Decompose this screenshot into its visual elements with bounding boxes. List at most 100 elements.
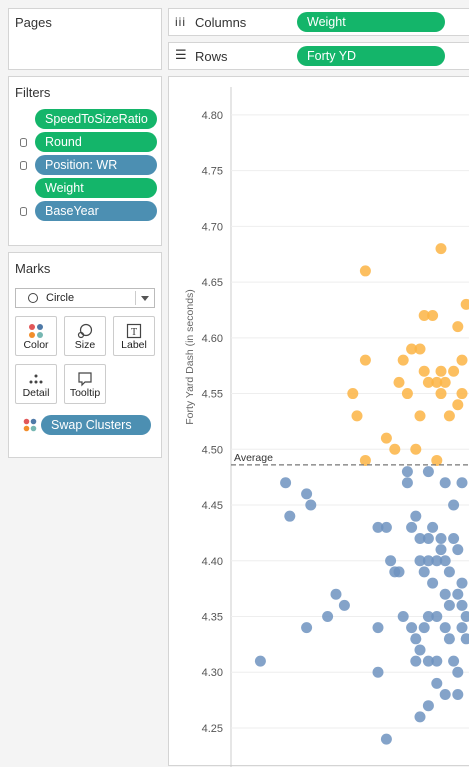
blue-cluster-point xyxy=(431,655,443,667)
filter-pill-weight[interactable]: Weight xyxy=(35,178,157,198)
blue-cluster-point xyxy=(452,666,464,678)
blue-cluster-point xyxy=(435,532,447,544)
chart-view: 4.80 4.75 4.70 4.65 4.60 4.55 4.50 4.45 4.40 4.35… xyxy=(168,76,469,767)
color-pill-swap-clusters[interactable]: Swap Clusters xyxy=(41,415,151,435)
color-button[interactable]: Color xyxy=(15,316,57,356)
orange-cluster-point xyxy=(414,410,426,422)
size-icon xyxy=(77,323,93,339)
mark-type-value: Circle xyxy=(46,292,75,304)
pages-title: Pages xyxy=(15,15,52,30)
color-button-label: Color xyxy=(23,339,49,351)
orange-cluster-point xyxy=(452,321,464,333)
filter-pill-position-wr[interactable]: Position: WR xyxy=(35,155,157,175)
size-button[interactable]: Size xyxy=(64,316,106,356)
database-icon xyxy=(20,207,27,216)
columns-icon: iii xyxy=(175,15,186,29)
blue-cluster-point xyxy=(439,477,451,489)
blue-cluster-point xyxy=(452,588,464,600)
blue-cluster-point xyxy=(456,599,468,611)
blue-cluster-point xyxy=(448,532,460,544)
blue-cluster-point xyxy=(439,555,451,567)
dropdown-divider xyxy=(135,291,136,305)
filters-card: Filters SpeedToSizeRatio Round Position: W… xyxy=(8,76,162,246)
blue-cluster-point xyxy=(414,532,426,544)
detail-icon xyxy=(29,374,43,384)
scatter-chart: 4.80 4.75 4.70 4.65 4.60 4.55 4.50 4.45 4.40 4.35… xyxy=(184,87,469,767)
orange-cluster-point xyxy=(359,354,371,366)
y-tick-label: 4.50 xyxy=(202,444,223,456)
y-tick-label: 4.45 xyxy=(202,500,223,512)
database-icon xyxy=(20,138,27,147)
blue-cluster-point xyxy=(460,611,469,623)
tooltip-button[interactable]: Tooltip xyxy=(64,364,106,404)
blue-cluster-point xyxy=(254,655,266,667)
blue-cluster-point xyxy=(422,466,434,478)
blue-cluster-point xyxy=(431,611,443,623)
orange-cluster-point xyxy=(452,399,464,411)
blue-cluster-point xyxy=(397,611,409,623)
orange-cluster-point xyxy=(435,388,447,400)
pages-card: Pages xyxy=(8,8,162,70)
columns-label: Columns xyxy=(195,15,247,30)
blue-cluster-point xyxy=(422,611,434,623)
filter-pill-baseyear[interactable]: BaseYear xyxy=(35,201,157,221)
blue-cluster-point xyxy=(410,633,422,645)
blue-cluster-point xyxy=(301,622,313,634)
blue-cluster-point xyxy=(427,577,439,589)
blue-cluster-point xyxy=(456,477,468,489)
blue-cluster-point xyxy=(338,599,350,611)
detail-button[interactable]: Detail xyxy=(15,364,57,404)
y-tick-label: 4.65 xyxy=(202,277,223,289)
columns-shelf[interactable]: iii Columns Weight xyxy=(168,8,469,36)
blue-cluster-point xyxy=(380,521,392,533)
marks-title: Marks xyxy=(15,261,51,276)
filter-pill-speedtosizeratio[interactable]: SpeedToSizeRatio xyxy=(35,109,157,129)
blue-cluster-point xyxy=(330,588,342,600)
orange-cluster-point xyxy=(380,432,392,444)
blue-cluster-point xyxy=(456,622,468,634)
orange-cluster-point xyxy=(347,388,359,400)
orange-cluster-point xyxy=(393,376,405,388)
filter-pill-round[interactable]: Round xyxy=(35,132,157,152)
average-line-label: Average xyxy=(234,452,273,464)
blue-cluster-point xyxy=(284,510,296,522)
blue-cluster-point xyxy=(372,622,384,634)
blue-cluster-point xyxy=(435,544,447,556)
rows-shelf[interactable]: ☰ Rows Forty YD xyxy=(168,42,469,70)
size-button-label: Size xyxy=(74,339,96,351)
y-tick-label: 4.60 xyxy=(202,333,223,345)
blue-cluster-point xyxy=(422,555,434,567)
blue-cluster-point xyxy=(414,644,426,656)
blue-cluster-point xyxy=(431,555,443,567)
blue-cluster-point xyxy=(439,588,451,600)
blue-cluster-point xyxy=(460,633,469,645)
y-tick-label: 4.25 xyxy=(202,723,223,735)
blue-cluster-point xyxy=(452,544,464,556)
blue-cluster-point xyxy=(401,477,413,489)
blue-cluster-point xyxy=(401,466,413,478)
blue-cluster-point xyxy=(406,521,418,533)
blue-cluster-point xyxy=(439,622,451,634)
orange-cluster-point xyxy=(443,410,455,422)
orange-cluster-point xyxy=(448,365,460,377)
orange-cluster-point xyxy=(359,454,371,466)
orange-cluster-point xyxy=(431,376,443,388)
marks-card: Marks Circle Color Size T Label Detail xyxy=(8,252,162,458)
blue-cluster-point xyxy=(372,666,384,678)
y-tick-label: 4.35 xyxy=(202,612,223,624)
blue-cluster-point xyxy=(410,655,422,667)
rows-pill-forty-yd[interactable]: Forty YD xyxy=(297,46,445,66)
rows-label: Rows xyxy=(195,49,228,64)
columns-pill-weight[interactable]: Weight xyxy=(297,12,445,32)
blue-cluster-point xyxy=(393,566,405,578)
label-button[interactable]: T Label xyxy=(113,316,155,356)
y-tick-label: 4.55 xyxy=(202,389,223,401)
blue-cluster-point xyxy=(456,577,468,589)
orange-cluster-point xyxy=(418,310,430,322)
blue-cluster-point xyxy=(414,711,426,723)
orange-cluster-point xyxy=(351,410,363,422)
orange-cluster-point xyxy=(460,298,469,310)
orange-cluster-point xyxy=(410,443,422,455)
mark-type-dropdown[interactable]: Circle xyxy=(15,288,155,308)
y-tick-label: 4.30 xyxy=(202,667,223,679)
